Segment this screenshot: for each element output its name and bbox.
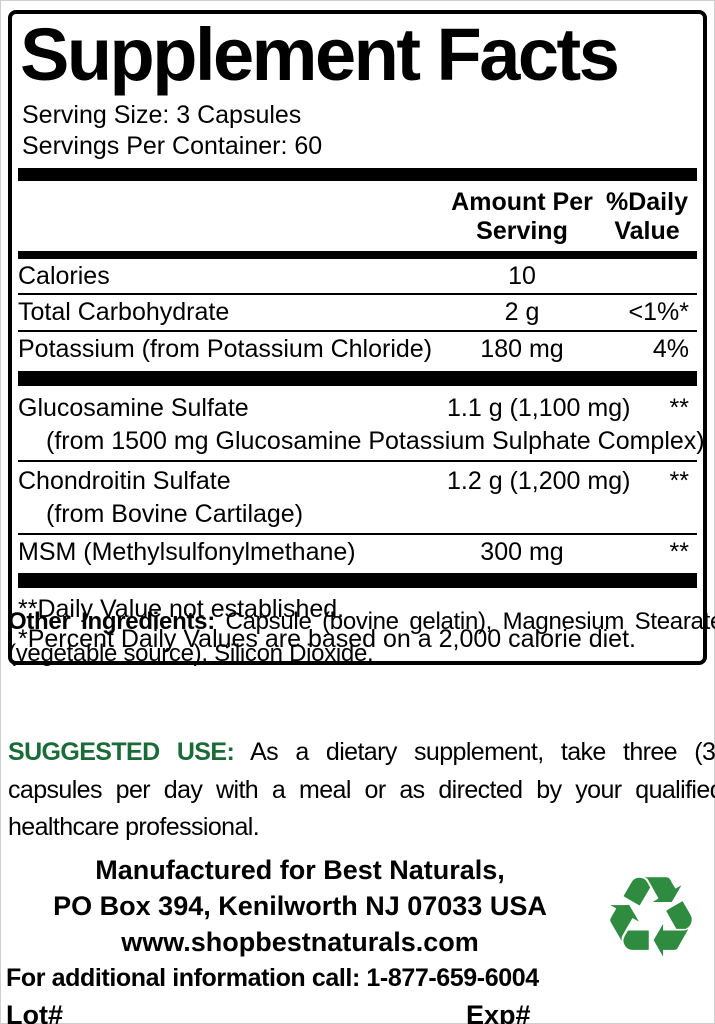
nutrient-amount: 1.2 g (1,200 mg) — [447, 467, 631, 496]
other-ingredients-text: Capsule (bovine gelatin), Magnesium Stea… — [8, 608, 715, 668]
serving-size: Serving Size: 3 Capsules — [22, 101, 302, 130]
footnotes: **Daily Value not established. *Percent … — [18, 594, 697, 655]
nutrient-name: Calories — [18, 261, 110, 290]
supplement-facts-panel: Supplement Facts Serving Size: 3 Capsule… — [8, 10, 707, 665]
nutrient-dv: ** — [669, 394, 689, 423]
lot-number-label: Lot# — [6, 999, 63, 1024]
nutrient-dv: 4% — [652, 334, 689, 363]
phone-info-line: For additional information call: 1-877-6… — [6, 963, 539, 992]
recycle-icon: ♻ — [600, 853, 701, 983]
suggested-use: SUGGESTED USE: As a dietary supplement, … — [8, 734, 715, 847]
divider-top-thick — [18, 168, 697, 182]
nutrient-dv: ** — [669, 467, 689, 496]
nutrient-name: Potassium (from Potassium Chloride) — [18, 334, 433, 363]
website: www.shopbestnaturals.com — [121, 926, 479, 957]
nutrient-dv: <1%* — [628, 298, 689, 327]
divider-section-thick — [18, 371, 697, 387]
nutrient-amount: 1.1 g (1,100 mg) — [447, 394, 631, 423]
table-row-group: Glucosamine Sulfate 1.1 g (1,100 mg) ** … — [18, 389, 705, 463]
table-row: Calories 10 — [18, 259, 697, 296]
divider-header-medium — [18, 250, 697, 259]
table-row: Glucosamine Sulfate 1.1 g (1,100 mg) ** — [18, 391, 697, 426]
nutrient-name: Total Carbohydrate — [18, 298, 230, 327]
footnote-percent-dv: *Percent Daily Values are based on a 2,0… — [18, 625, 636, 654]
table-row-group: Chondroitin Sulfate 1.2 g (1,200 mg) ** … — [18, 462, 697, 536]
servings-per-container: Servings Per Container: 60 — [22, 131, 323, 160]
amount-per-serving-header: Amount Per Serving — [451, 188, 593, 246]
nutrient-name: MSM (Methylsulfonylmethane) — [18, 538, 356, 567]
nutrient-source-note: (from 1500 mg Glucosamine Potassium Sulp… — [46, 426, 705, 455]
table-row: MSM (Methylsulfonylmethane) 300 mg ** — [18, 535, 697, 570]
lot-exp-row: Lot# Exp# — [0, 1000, 715, 1024]
table-row: Total Carbohydrate 2 g <1%* — [18, 295, 697, 332]
footnote-dv-not-established: **Daily Value not established. — [18, 594, 345, 623]
suggested-use-label: SUGGESTED USE: — [8, 738, 235, 766]
nutrient-amount: 10 — [508, 261, 536, 290]
footer: Manufactured for Best Naturals, PO Box 3… — [0, 853, 715, 1024]
divider-bottom-thick — [18, 572, 697, 588]
nutrient-name: Glucosamine Sulfate — [18, 394, 249, 423]
nutrient-source-note: (from Bovine Cartilage) — [46, 499, 304, 528]
table-header-row: Amount Per Serving %Daily Value — [18, 181, 697, 251]
table-row: Chondroitin Sulfate 1.2 g (1,200 mg) ** — [18, 464, 697, 499]
nutrient-amount: 2 g — [504, 298, 540, 327]
address-line: PO Box 394, Kenilworth NJ 07033 USA — [53, 890, 547, 921]
table-row: Potassium (from Potassium Chloride) 180 … — [18, 332, 697, 367]
panel-title: Supplement Facts — [20, 13, 620, 96]
nutrient-amount: 300 mg — [480, 538, 564, 567]
manufacturer-block: Manufactured for Best Naturals, PO Box 3… — [0, 853, 600, 961]
suggested-use-text: As a dietary supplement, take three (3) … — [8, 738, 715, 841]
daily-value-header: %Daily Value — [606, 188, 688, 246]
exp-date-label: Exp# — [466, 999, 531, 1024]
nutrient-amount: 180 mg — [480, 334, 564, 363]
other-ingredients: Other Ingredients: Capsule (bovine gelat… — [8, 606, 715, 671]
manufacturer-line: Manufactured for Best Naturals, — [95, 855, 505, 885]
other-ingredients-label: Other Ingredients: — [8, 608, 215, 635]
nutrient-dv: ** — [669, 538, 689, 567]
nutrient-name: Chondroitin Sulfate — [18, 467, 231, 496]
